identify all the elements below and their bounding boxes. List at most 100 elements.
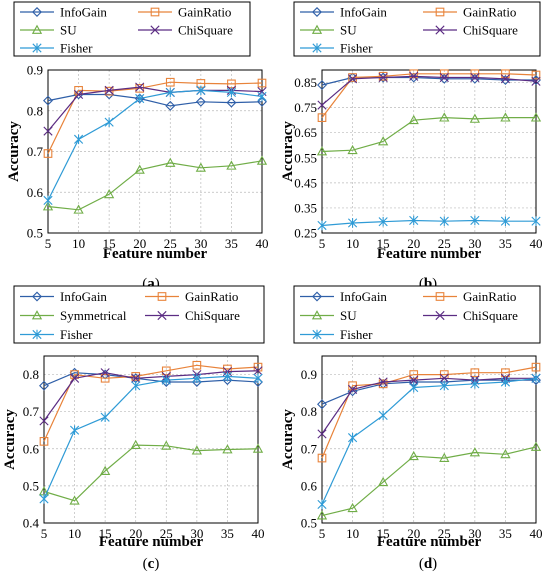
y-tick-label: 0.4 [23,516,40,531]
y-tick-label: 0.7 [23,404,40,419]
data-point-fisher [470,379,480,389]
y-tick-label: 0.85 [294,75,317,90]
data-point-chisquare [317,100,327,110]
x-tick-label: 5 [41,526,48,541]
data-point-fisher [500,377,511,387]
x-tick-label: 5 [319,526,326,541]
x-tick-label: 30 [190,526,203,541]
data-point-fisher [531,373,541,384]
series-line-su [321,116,536,153]
data-point-gainratio [470,368,480,378]
x-tick-label: 35 [499,526,512,541]
data-point-fisher [165,87,175,98]
legend-entry: Fisher [60,41,93,56]
legend-entry: Fisher [340,327,373,342]
legend-entry: InfoGain [340,289,387,304]
legend-entry: Symmetrical [60,308,127,323]
data-point-fisher [347,432,358,443]
x-tick-label: 15 [377,236,390,251]
y-tick-label: 0.8 [27,103,43,118]
panel-label: (c) [143,556,160,572]
y-axis-label: Accuracy [6,121,22,182]
legend-marker [32,7,42,17]
x-tick-label: 35 [499,236,512,251]
legend-entry: GainRatio [463,289,516,304]
legend-marker [435,25,445,35]
legend-entry: InfoGain [340,5,387,20]
y-axis-label: Accuracy [280,409,296,470]
legend-entry: SU [60,23,77,38]
x-tick-label: 20 [407,236,420,251]
data-point-fisher [161,375,171,385]
data-point-su [378,476,389,487]
x-tick-label: 30 [194,236,207,251]
series-line-fisher [321,219,536,227]
data-point-fisher [192,373,202,384]
data-point-chisquare [409,71,419,81]
data-point-su [530,112,542,122]
y-tick-label: 0.65 [294,125,317,140]
x-tick-label: 20 [133,236,146,251]
data-point-gainratio [192,360,202,370]
data-point-chisquare [73,89,84,100]
x-tick-label: 40 [530,526,543,541]
x-tick-label: 10 [346,236,359,251]
x-tick-label: 25 [438,526,451,541]
data-point-gainratio [317,113,327,122]
x-tick-label: 10 [72,236,85,251]
y-tick-label: 0.55 [294,150,317,165]
data-point-fisher [439,216,449,227]
data-point-chisquare [317,429,327,439]
data-point-gainratio [378,379,388,389]
series-line-infogain [321,379,536,405]
data-point-fisher [378,410,388,421]
data-point-su [408,114,419,125]
x-tick-label: 15 [377,526,390,541]
y-axis-label: Accuracy [280,121,296,182]
data-point-su [530,441,542,451]
x-tick-label: 15 [99,526,112,541]
legend-box [293,285,541,344]
x-tick-label: 5 [319,236,326,251]
data-point-gainratio [531,362,541,372]
y-tick-label: 0.5 [23,478,39,493]
data-point-chisquare [100,368,110,378]
data-point-fisher [317,499,327,510]
data-point-fisher [196,85,206,96]
data-point-fisher [131,380,141,391]
data-point-infogain [73,89,84,100]
x-tick-label: 10 [68,526,81,541]
legend-entry: GainRatio [463,5,516,20]
legend-box [13,1,251,57]
data-point-chisquare [439,373,449,383]
legend-marker [435,292,445,301]
y-tick-label: 0.25 [294,226,317,241]
legend-entry: GainRatio [185,289,238,304]
x-tick-label: 35 [225,236,238,251]
x-tick-label: 40 [256,236,269,251]
data-point-fisher [222,371,233,382]
series-line-su [47,160,263,211]
data-point-gainratio [378,71,388,81]
legend-entry: SU [340,23,357,38]
series-line-gainratio [321,73,537,118]
series-line-fisher [43,375,259,500]
data-point-su [165,157,176,167]
legend-marker [31,310,43,320]
legend-marker [32,43,42,53]
data-point-su [500,449,511,459]
chart-panel-d: InfoGain GainRatio SU ChiSquare Fisher 0.5 0.6… [280,285,543,572]
x-tick-label: 40 [252,526,265,541]
legend-entry: Fisher [340,41,373,56]
data-point-gainratio [317,453,327,463]
y-tick-label: 0.5 [301,516,317,531]
data-point-gainratio [165,77,175,87]
data-point-symmetrical [222,444,233,454]
y-tick-label: 0.8 [23,367,39,382]
plot-frame [321,69,537,234]
data-point-chisquare [531,76,541,86]
series-line-chisquare [47,86,263,132]
x-axis-label: Feature number [377,246,482,262]
legend-marker [157,292,167,301]
